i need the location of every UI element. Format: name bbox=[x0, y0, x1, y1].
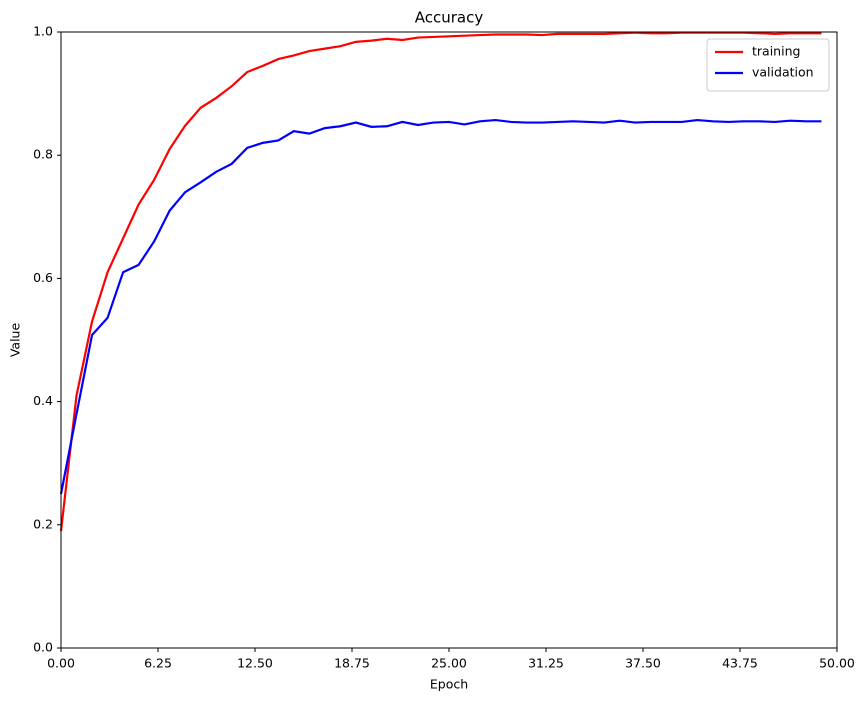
line bbox=[59, 118, 822, 495]
y-tick-label: 0.2 bbox=[33, 516, 53, 531]
x-tick-label: 37.50 bbox=[625, 656, 661, 671]
y-axis-label: Value bbox=[8, 323, 23, 358]
legend-label: validation bbox=[752, 65, 814, 80]
x-tick-label: 6.25 bbox=[144, 656, 172, 671]
x-tick-label: 12.50 bbox=[237, 656, 273, 671]
y-tick-label: 0.8 bbox=[33, 147, 53, 162]
x-tick-label: 50.00 bbox=[819, 656, 855, 671]
x-tick-label: 43.75 bbox=[722, 656, 758, 671]
chart-title: Accuracy bbox=[415, 9, 484, 27]
legend: training validation bbox=[706, 38, 830, 92]
line bbox=[59, 31, 822, 532]
y-tick-label: 0.0 bbox=[33, 640, 53, 655]
x-tick-label: 0.00 bbox=[47, 656, 75, 671]
x-tick-label: 25.00 bbox=[431, 656, 467, 671]
y-tick-label: 0.6 bbox=[33, 270, 53, 285]
y-tick-label: 0.4 bbox=[33, 393, 53, 408]
y-tick-label: 1.0 bbox=[33, 24, 53, 39]
x-tick-label: 18.75 bbox=[334, 656, 370, 671]
plot-frame bbox=[60, 31, 838, 649]
x-tick-label: 31.25 bbox=[528, 656, 564, 671]
x-axis-label: Epoch bbox=[430, 677, 468, 692]
legend-label: training bbox=[752, 44, 800, 59]
